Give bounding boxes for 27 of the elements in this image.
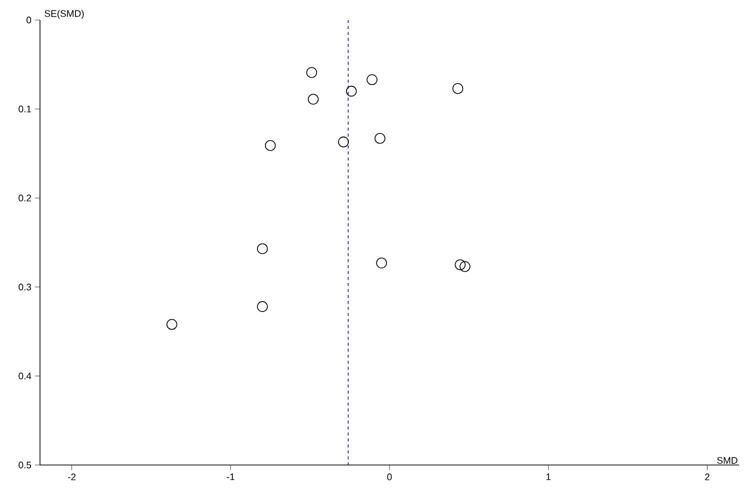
point xyxy=(346,86,357,97)
y-tick-label: 0.1 xyxy=(18,106,32,112)
point xyxy=(338,136,349,148)
x-tick-label: 0 xyxy=(387,474,392,480)
point xyxy=(257,301,268,312)
x-tick-label: -2 xyxy=(68,474,76,480)
point xyxy=(374,132,386,144)
point xyxy=(308,94,319,105)
point xyxy=(264,140,276,151)
y-tick-label: 0.4 xyxy=(18,372,32,380)
y-tick-label: 0.3 xyxy=(18,284,32,290)
x-axis-title: SMD xyxy=(717,457,738,464)
y-tick-label: 0 xyxy=(26,16,32,24)
point xyxy=(376,258,387,268)
point xyxy=(166,318,178,330)
y-tick-label: 0.2 xyxy=(18,194,32,202)
x-tick-label: -1 xyxy=(226,474,234,480)
point xyxy=(306,67,318,78)
point xyxy=(366,74,378,86)
point xyxy=(452,83,464,94)
x-tick-label: 1 xyxy=(546,474,551,480)
x-tick-label: 2 xyxy=(705,474,710,480)
point xyxy=(454,259,466,270)
y-tick-label: 0.5 xyxy=(18,462,32,468)
point xyxy=(460,261,470,272)
point xyxy=(257,243,268,254)
y-axis-title: SE(SMD) xyxy=(44,10,84,19)
